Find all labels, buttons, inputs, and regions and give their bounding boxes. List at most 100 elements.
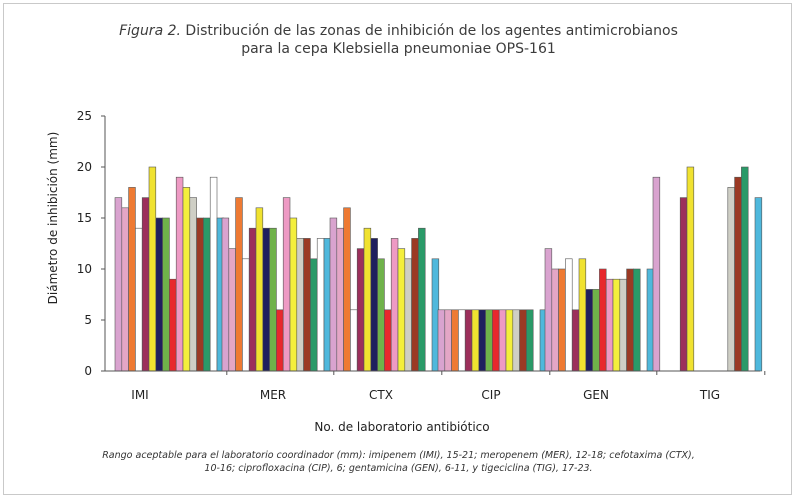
x-category-label: IMI [131,388,148,402]
x-axis-label: No. de laboratorio antibiótico [314,420,489,434]
bar-cip [485,309,493,372]
bar-mer [316,238,325,372]
bar-gen [619,278,627,372]
bar-imi [203,217,211,372]
y-tick-label: 15 [77,211,92,225]
bar-gen [626,268,634,372]
bar-ctx [343,207,351,372]
bar-gen [551,268,559,372]
y-ticks: 0 5 10 15 20 25 [77,109,105,378]
bar-cip [444,309,452,372]
x-category-labels: IMI MER CTX CIP GEN TIG [131,388,720,402]
bar-cip [512,309,520,372]
bar-cip [464,309,473,372]
bar-mer [262,227,270,372]
bar-gen [558,268,566,372]
bar-cip [451,309,459,372]
bar-ctx [363,227,372,372]
bar-mer [276,309,284,372]
bar-gen [571,309,580,372]
bar-cip [458,309,466,372]
bar-cip [471,309,480,372]
x-category-label: TIG [699,388,720,402]
x-category-label: GEN [583,388,609,402]
bar-tig [686,166,695,372]
bar-cip [478,309,486,372]
bar-ctx [411,238,419,372]
bar-gen [599,268,607,372]
bar-mer [310,258,318,372]
x-category-label: CIP [481,388,500,402]
figure-title-line1: Figura 2. Distribución de las zonas de i… [0,23,797,39]
bar-gen [612,278,621,372]
bar-mer [242,258,250,372]
footnote-line1: Rango aceptable para el laboratorio coor… [102,450,695,461]
bar-mer [248,227,257,372]
bar-imi [128,187,136,372]
bar-mer [235,197,243,372]
x-category-label: MER [260,388,286,402]
bar-mer [255,207,264,372]
bar-ctx [370,238,378,372]
bar-ctx [377,258,385,372]
bar-tig [741,166,749,372]
y-tick-label: 25 [77,109,92,123]
bar-ctx [329,217,338,372]
y-tick-label: 20 [77,160,92,174]
bar-imi [121,207,129,372]
bar-gen [578,258,587,372]
bar-imi [148,166,157,372]
bar-ctx [390,238,399,372]
bar-cip [526,309,534,372]
figure-title-text: Distribución de las zonas de inhibición … [185,23,678,39]
bar-imi [135,227,143,372]
bar-gen [633,268,641,372]
bar-tig [734,176,742,372]
bar-mer [269,227,277,372]
bar-tig [754,197,763,372]
bar-imi [155,217,163,372]
bar-ctx [418,227,426,372]
bar-gen [605,278,614,372]
bar-cip [519,309,527,372]
bar-tig [727,187,735,372]
bars-layer [114,166,766,375]
bar-tig [679,197,688,372]
bar-imi [196,217,204,372]
bar-cip [505,309,514,372]
figure-title-line2: para la cepa Klebsiella pneumoniae OPS-1… [241,41,556,57]
figure-label: Figura 2. [119,23,181,39]
bar-cip [437,309,446,372]
bar-ctx [397,248,406,372]
bar-mer [228,248,236,372]
bar-mer [282,197,291,372]
y-tick-label: 10 [77,262,92,276]
bar-mer [221,217,230,372]
y-tick-label: 0 [84,364,92,378]
bar-ctx [336,227,344,372]
x-category-label: CTX [369,388,393,402]
bar-gen [585,289,593,372]
bar-ctx [384,309,392,372]
bar-imi [141,197,150,372]
bar-imi [189,197,197,372]
y-tick-label: 5 [84,313,92,327]
bar-gen [565,258,573,372]
bar-tig [652,176,661,372]
bar-imi [162,217,170,372]
bar-mer [296,238,304,372]
y-axis-label: Diámetro de inhibición (mm) [46,132,60,305]
bar-imi [209,176,218,372]
bar-mer [289,217,298,372]
bar-ctx [404,258,412,372]
bar-gen [544,248,553,372]
bar-imi [169,278,177,372]
bar-cip [492,309,500,372]
bar-cip [498,309,507,372]
bar-imi [175,176,184,372]
bar-imi [182,187,191,372]
footnote-line2: 10-16; ciprofloxacina (CIP), 6; gentamic… [204,463,593,474]
bar-gen [592,289,600,372]
bar-mer [303,238,311,372]
